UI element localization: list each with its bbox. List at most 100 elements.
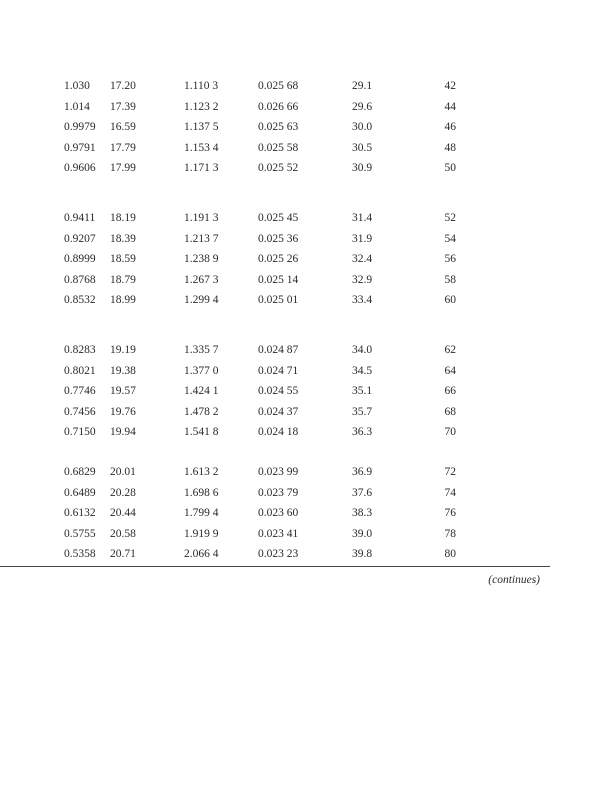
table-row: 0.8021 19.38 1.377 0 0.024 71 34.5 64 xyxy=(0,364,612,385)
table-cell: 1.613 2 xyxy=(184,466,219,478)
table-cell: 0.025 68 xyxy=(258,80,299,92)
table-cell: 18.19 xyxy=(110,212,136,224)
table-cell: 0.024 18 xyxy=(258,426,299,439)
table-cell: 58 xyxy=(444,273,457,286)
table-cell: 18.99 xyxy=(110,294,136,307)
continues-note: (continues) xyxy=(488,574,540,586)
table-cell: 0.025 58 xyxy=(258,141,299,154)
table-cell: 0.8768 xyxy=(64,273,96,286)
table-cell: 1.299 4 xyxy=(184,294,219,307)
table-row: 1.014 17.39 1.123 2 0.026 66 29.6 44 xyxy=(0,100,612,121)
table-bottom-rule xyxy=(0,566,550,567)
table-cell: 0.6132 xyxy=(64,507,96,520)
table-cell: 52 xyxy=(444,212,457,224)
table-cell: 0.6489 xyxy=(64,486,96,499)
table-cell: 66 xyxy=(444,385,457,398)
table-cell: 0.024 37 xyxy=(258,405,299,418)
table-cell: 0.8999 xyxy=(64,253,96,266)
table-cell: 36.3 xyxy=(352,426,373,439)
table-cell: 29.6 xyxy=(352,100,373,113)
table-cell: 46 xyxy=(444,121,457,134)
table-cell: 0.026 66 xyxy=(258,100,299,113)
table-cell: 39.0 xyxy=(352,527,373,540)
table-cell: 0.9411 xyxy=(64,212,96,224)
table-cell: 54 xyxy=(444,232,457,245)
table-cell: 17.39 xyxy=(110,100,136,113)
table-cell: 0.023 99 xyxy=(258,466,299,478)
table-cell: 0.025 14 xyxy=(258,273,299,286)
table-cell: 19.57 xyxy=(110,385,136,398)
table-row: 0.9606 17.99 1.171 3 0.025 52 30.9 50 xyxy=(0,161,612,182)
table-row: 0.6829 20.01 1.613 2 0.023 99 36.9 72 xyxy=(0,465,612,486)
table-cell: 35.7 xyxy=(352,405,373,418)
table-cell: 38.3 xyxy=(352,507,373,520)
table-row: 1.030 17.20 1.110 3 0.025 68 29.1 42 xyxy=(0,79,612,100)
table-row: 0.9791 17.79 1.153 4 0.025 58 30.5 48 xyxy=(0,141,612,162)
table-cell: 32.9 xyxy=(352,273,373,286)
table-cell: 64 xyxy=(444,364,457,377)
table-cell: 0.7456 xyxy=(64,405,96,418)
table-cell: 19.19 xyxy=(110,344,136,356)
table-cell: 0.023 41 xyxy=(258,527,299,540)
table-cell: 0.025 26 xyxy=(258,253,299,266)
row-group: 0.8283 19.19 1.335 7 0.024 87 34.0 62 0.8021 19… xyxy=(0,343,612,446)
table-cell: 0.7746 xyxy=(64,385,96,398)
table-cell: 42 xyxy=(444,80,457,92)
table-cell: 16.59 xyxy=(110,121,136,134)
table-cell: 70 xyxy=(444,426,457,439)
table-cell: 18.39 xyxy=(110,232,136,245)
table-cell: 17.79 xyxy=(110,141,136,154)
table-cell: 0.8283 xyxy=(64,344,96,356)
table-cell: 1.110 3 xyxy=(184,80,219,92)
table-cell: 78 xyxy=(444,527,457,540)
table-row: 0.7150 19.94 1.541 8 0.024 18 36.3 70 xyxy=(0,425,612,446)
table-cell: 1.335 7 xyxy=(184,344,219,356)
table-row: 0.6132 20.44 1.799 4 0.023 60 38.3 76 xyxy=(0,506,612,527)
table-cell: 0.9791 xyxy=(64,141,96,154)
table-cell: 18.79 xyxy=(110,273,136,286)
table-cell: 17.20 xyxy=(110,80,136,92)
table-cell: 0.5358 xyxy=(64,548,96,561)
table-cell: 20.44 xyxy=(110,507,136,520)
table-cell: 80 xyxy=(444,548,457,561)
table-cell: 50 xyxy=(444,162,457,175)
table-cell: 30.9 xyxy=(352,162,373,175)
table-cell: 0.023 79 xyxy=(258,486,299,499)
table-cell: 34.0 xyxy=(352,344,373,356)
table-cell: 0.8532 xyxy=(64,294,96,307)
table-cell: 74 xyxy=(444,486,457,499)
table-cell: 1.919 9 xyxy=(184,527,219,540)
table-cell: 1.153 4 xyxy=(184,141,219,154)
table-cell: 1.030 xyxy=(64,80,90,92)
table-cell: 0.9207 xyxy=(64,232,96,245)
table-cell: 18.59 xyxy=(110,253,136,266)
table-cell: 31.4 xyxy=(352,212,373,224)
table-cell: 1.137 5 xyxy=(184,121,219,134)
table-cell: 0.024 55 xyxy=(258,385,299,398)
table-cell: 1.238 9 xyxy=(184,253,219,266)
table-cell: 0.7150 xyxy=(64,426,96,439)
table-cell: 36.9 xyxy=(352,466,373,478)
table-cell: 0.5755 xyxy=(64,527,96,540)
table-cell: 0.9979 xyxy=(64,121,96,134)
table-cell: 20.71 xyxy=(110,548,136,561)
table-cell: 31.9 xyxy=(352,232,373,245)
table-cell: 0.024 71 xyxy=(258,364,299,377)
row-group: 1.030 17.20 1.110 3 0.025 68 29.1 42 1.014 17.3… xyxy=(0,79,612,182)
table-cell: 19.38 xyxy=(110,364,136,377)
table-cell: 19.94 xyxy=(110,426,136,439)
table-cell: 1.799 4 xyxy=(184,507,219,520)
table-cell: 1.478 2 xyxy=(184,405,219,418)
table-cell: 0.023 60 xyxy=(258,507,299,520)
table-row: 0.9207 18.39 1.213 7 0.025 36 31.9 54 xyxy=(0,232,612,253)
table-cell: 0.025 63 xyxy=(258,121,299,134)
table-cell: 0.023 23 xyxy=(258,548,299,561)
table-cell: 72 xyxy=(444,466,457,478)
table-cell: 1.123 2 xyxy=(184,100,219,113)
table-cell: 1.213 7 xyxy=(184,232,219,245)
table-cell: 2.066 4 xyxy=(184,548,219,561)
row-group: 0.6829 20.01 1.613 2 0.023 99 36.9 72 0.6489 20… xyxy=(0,465,612,568)
table-cell: 1.541 8 xyxy=(184,426,219,439)
table-cell: 1.377 0 xyxy=(184,364,219,377)
table-cell: 68 xyxy=(444,405,457,418)
